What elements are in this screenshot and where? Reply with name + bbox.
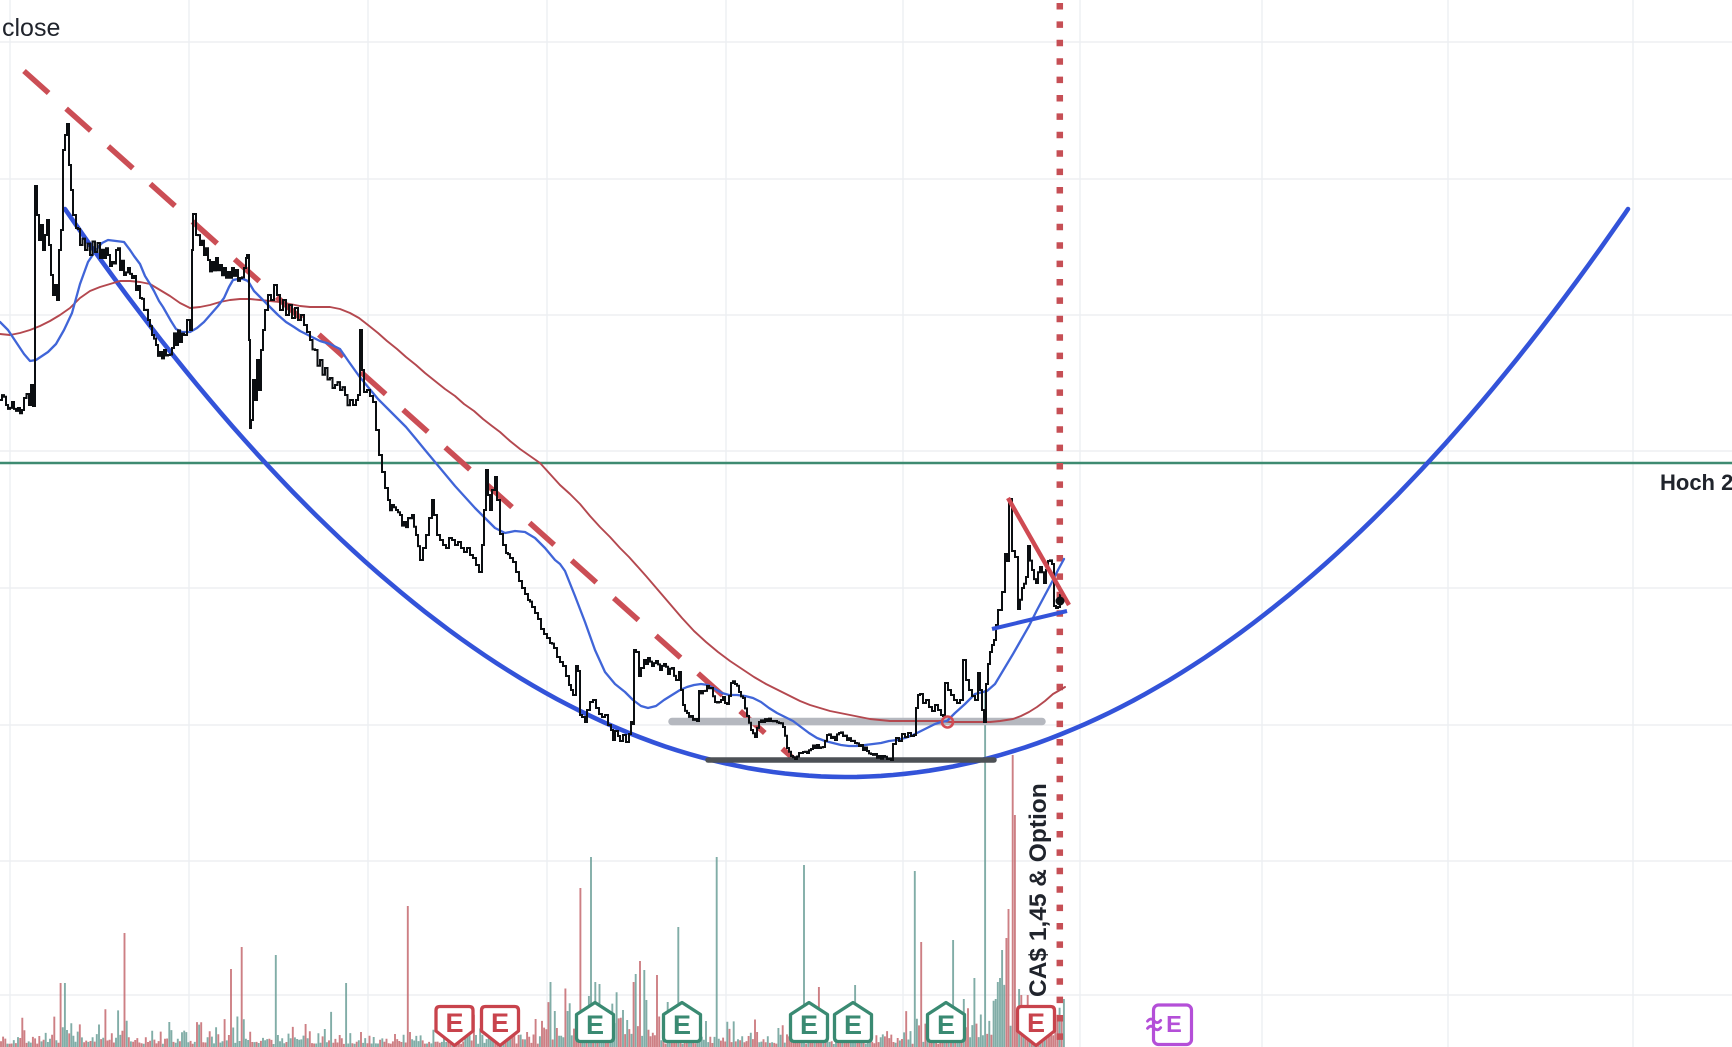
svg-text:E: E: [937, 1010, 955, 1040]
svg-text:E: E: [1027, 1008, 1045, 1038]
svg-text:CA$ 1,45 & Option: CA$ 1,45 & Option: [1025, 783, 1052, 997]
svg-text:E: E: [844, 1010, 862, 1040]
svg-text:E: E: [445, 1008, 463, 1038]
svg-text:E: E: [491, 1008, 509, 1038]
svg-text:E: E: [1166, 1011, 1182, 1037]
svg-text:E: E: [586, 1010, 604, 1040]
svg-text:E: E: [673, 1010, 691, 1040]
svg-text:E: E: [800, 1010, 818, 1040]
svg-text:Hoch 21: Hoch 21: [1660, 470, 1732, 495]
svg-text:close: close: [2, 14, 60, 42]
